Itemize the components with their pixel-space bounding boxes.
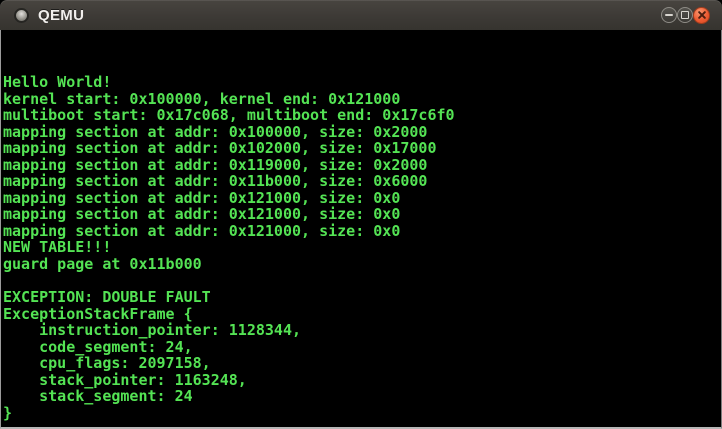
terminal-output: Hello World! kernel start: 0x100000, ker… [3, 73, 455, 422]
maximize-icon [681, 11, 689, 19]
close-icon [697, 10, 707, 20]
close-button[interactable] [693, 6, 710, 24]
window-title: QEMU [38, 6, 85, 24]
maximize-button[interactable] [677, 7, 693, 23]
minimize-icon [665, 14, 673, 16]
qemu-display[interactable]: Hello World! kernel start: 0x100000, ker… [0, 30, 722, 429]
window-controls [661, 6, 710, 24]
qemu-app-icon [14, 7, 29, 23]
titlebar[interactable]: QEMU [0, 0, 722, 30]
minimize-button[interactable] [661, 7, 677, 23]
